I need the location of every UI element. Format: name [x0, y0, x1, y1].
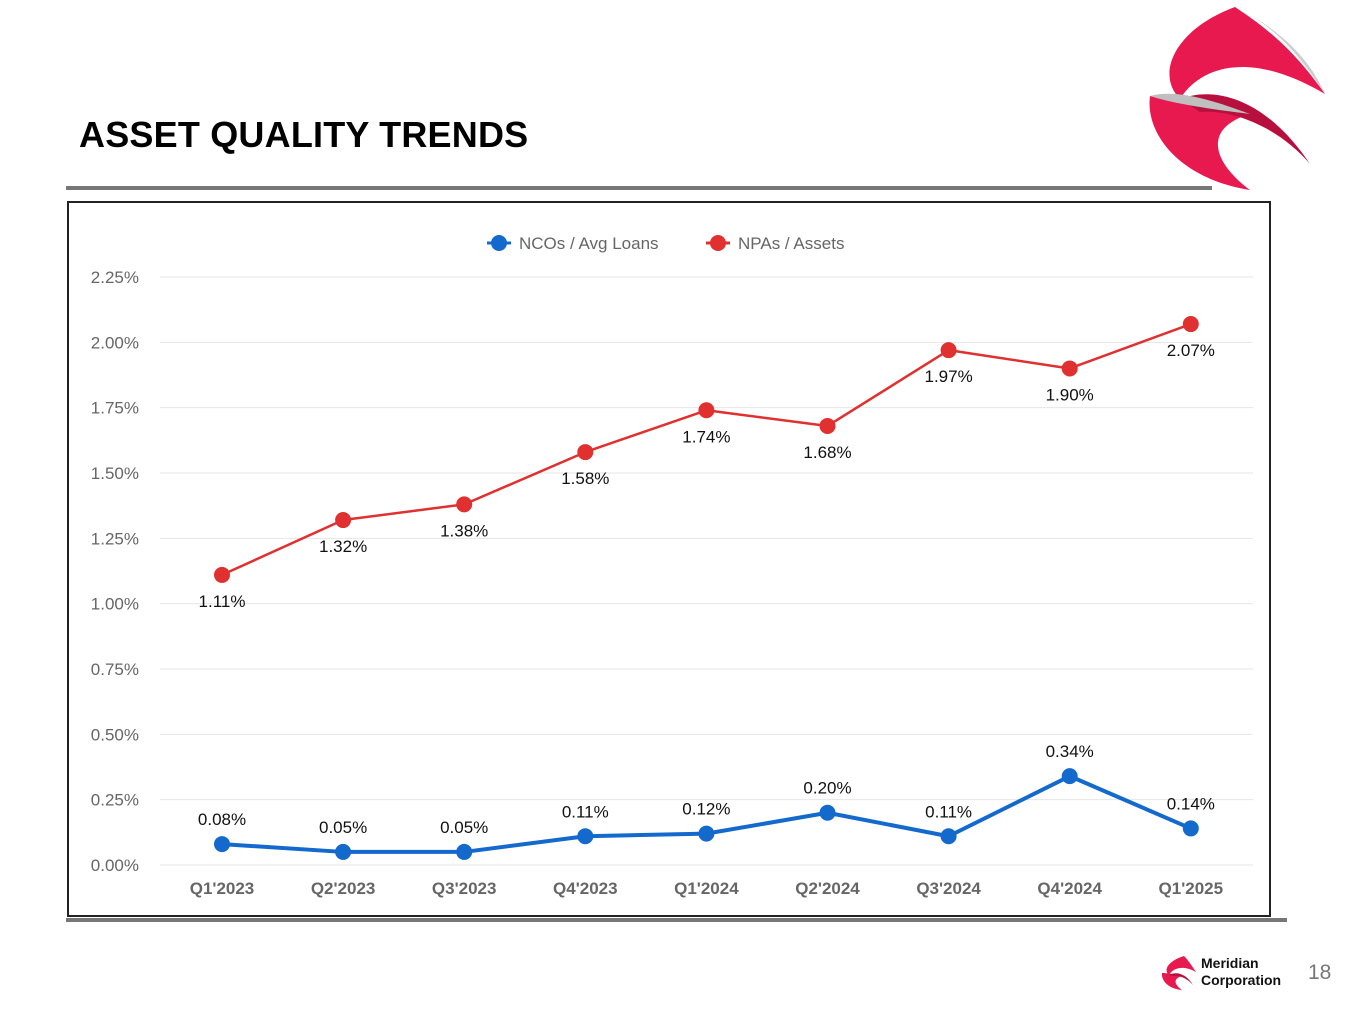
footer-company-name: Meridian Corporation: [1201, 955, 1281, 989]
data-label: 1.58%: [561, 469, 609, 488]
data-point: [1061, 360, 1078, 377]
y-tick-label: 1.25%: [91, 529, 139, 548]
data-label: 0.12%: [682, 800, 730, 819]
page-title: ASSET QUALITY TRENDS: [79, 114, 529, 155]
data-point: [940, 342, 957, 359]
data-point: [577, 828, 594, 845]
x-tick-label: Q1'2025: [1159, 879, 1224, 898]
legend-marker: [710, 235, 726, 251]
data-point: [335, 512, 352, 529]
y-tick-label: 0.50%: [91, 725, 139, 744]
legend-label: NCOs / Avg Loans: [519, 234, 659, 253]
footer-logo-icon: [1161, 956, 1196, 990]
title-divider: [66, 186, 1212, 190]
y-tick-label: 1.50%: [91, 464, 139, 483]
data-label: 0.11%: [925, 802, 972, 821]
data-point: [698, 825, 715, 842]
data-point: [698, 402, 715, 419]
data-point: [335, 843, 352, 860]
data-point: [1182, 316, 1199, 333]
data-point: [1182, 820, 1199, 837]
y-tick-label: 0.00%: [91, 856, 139, 875]
data-label: 0.05%: [319, 818, 367, 837]
series-line: [221, 322, 1192, 577]
x-tick-label: Q4'2023: [553, 879, 618, 898]
data-label: 1.74%: [682, 427, 730, 446]
data-point: [819, 417, 836, 434]
footer-company-line1: Meridian: [1201, 955, 1259, 971]
x-tick-label: Q3'2023: [432, 879, 497, 898]
data-label: 1.97%: [924, 367, 972, 386]
y-tick-label: 0.25%: [91, 791, 139, 810]
data-label: 1.90%: [1046, 385, 1094, 404]
legend-label: NPAs / Assets: [738, 234, 844, 253]
data-point: [214, 836, 230, 853]
data-label: 1.68%: [803, 443, 851, 462]
data-label: 0.08%: [198, 810, 246, 829]
data-label: 0.14%: [1167, 794, 1215, 813]
data-label: 1.32%: [319, 537, 367, 556]
x-tick-label: Q2'2023: [311, 879, 376, 898]
data-label: 0.05%: [440, 818, 488, 837]
x-tick-label: Q1'2024: [674, 879, 739, 898]
x-tick-label: Q1'2023: [190, 879, 255, 898]
page-number: 18: [1308, 961, 1332, 984]
data-label: 0.20%: [803, 779, 851, 798]
chart-frame: [67, 201, 1271, 917]
data-label: 1.11%: [199, 592, 246, 611]
y-tick-label: 1.75%: [91, 399, 139, 418]
x-tick-label: Q3'2024: [916, 879, 981, 898]
data-label: 2.07%: [1167, 341, 1215, 360]
y-tick-label: 2.25%: [91, 268, 139, 287]
x-tick-label: Q4'2024: [1037, 879, 1102, 898]
company-logo-icon: [1149, 7, 1325, 190]
x-tick-label: Q2'2024: [795, 879, 860, 898]
y-tick-label: 2.00%: [91, 333, 139, 352]
bottom-divider: [66, 918, 1287, 922]
data-label: 0.11%: [562, 802, 609, 821]
data-point: [940, 828, 957, 845]
data-label: 1.38%: [440, 521, 488, 540]
data-label: 0.34%: [1046, 742, 1094, 761]
data-point: [577, 444, 594, 461]
data-point: [214, 566, 230, 583]
data-point: [456, 496, 473, 513]
data-point: [456, 843, 473, 860]
y-tick-label: 1.00%: [91, 595, 139, 614]
y-tick-label: 0.75%: [91, 660, 139, 679]
data-point: [1061, 768, 1078, 785]
data-point: [819, 804, 836, 821]
legend-marker: [491, 235, 507, 251]
footer-company-line2: Corporation: [1201, 972, 1282, 988]
